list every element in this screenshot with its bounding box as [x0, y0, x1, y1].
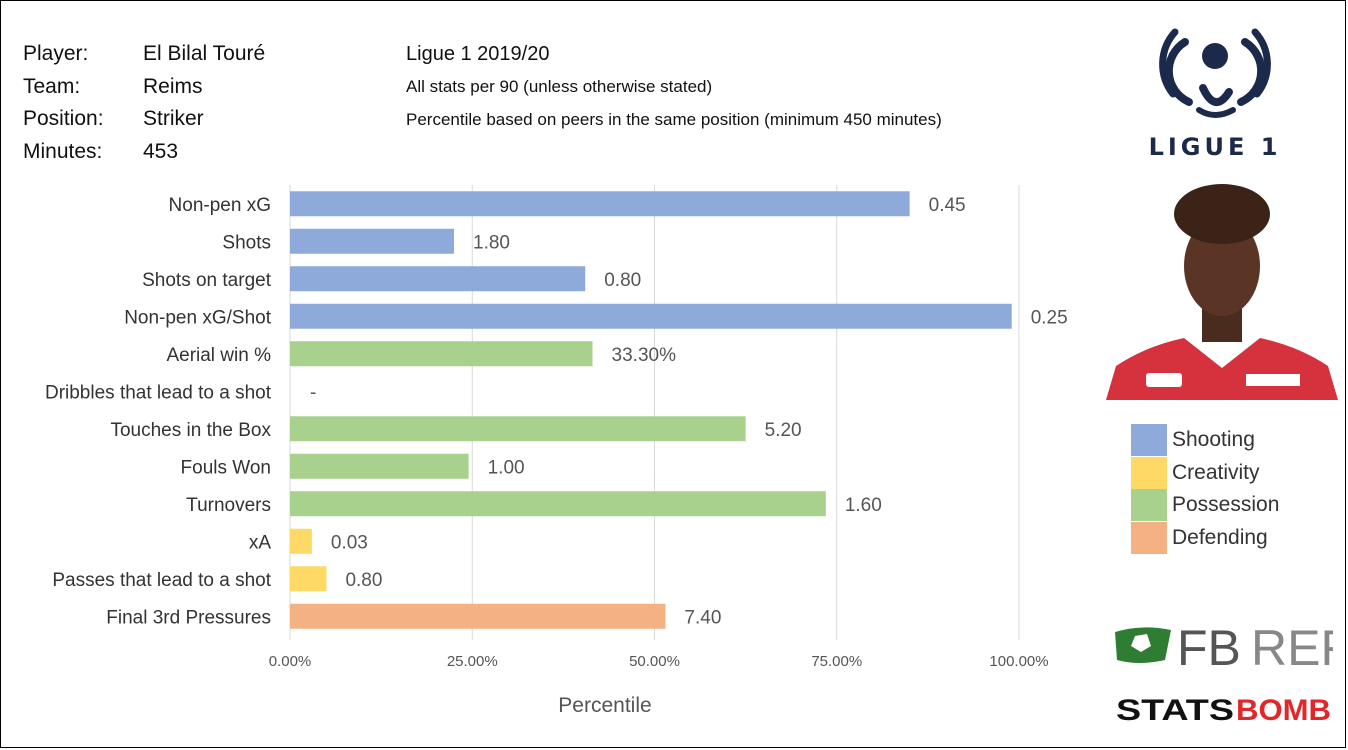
statsbomb-stats-text: STATS — [1116, 694, 1234, 724]
category-label: Shots — [222, 232, 271, 253]
fbref-ref-text: REF — [1251, 620, 1333, 670]
bar — [290, 491, 826, 517]
value-label: 0.45 — [929, 195, 966, 216]
gridlines — [289, 185, 1020, 640]
player-info: Player: El Bilal Touré Team: Reims Positio… — [23, 38, 265, 168]
category-label: Aerial win % — [166, 345, 271, 366]
ligue1-ball-icon — [1202, 43, 1228, 69]
info-key: Player: — [23, 42, 89, 65]
value-label: 0.80 — [345, 570, 382, 591]
x-tick-label: 50.00% — [629, 653, 680, 670]
bar — [290, 341, 593, 367]
stats-note: All stats per 90 (unless otherwise state… — [406, 77, 713, 96]
category-label: xA — [249, 532, 272, 553]
value-label: 1.60 — [845, 495, 882, 516]
ligue1-logo: LIGUE 1 — [1149, 28, 1282, 160]
legend-item-defending: Defending — [1131, 521, 1279, 555]
legend-item-creativity: Creativity — [1131, 456, 1279, 490]
category-label: Turnovers — [186, 495, 271, 516]
info-key: Minutes: — [23, 139, 103, 163]
category-label: Non-pen xG/Shot — [124, 307, 272, 328]
legend-swatch-defending — [1131, 521, 1167, 554]
x-tick-label: 0.00% — [269, 653, 312, 670]
value-label: 7.40 — [684, 607, 721, 628]
chart-meta: Ligue 1 2019/20 All stats per 90 (unless… — [406, 38, 942, 136]
percentile-note: Percentile based on peers in the same po… — [406, 110, 942, 129]
player-hair — [1174, 184, 1270, 244]
ligue1-text: LIGUE 1 — [1149, 133, 1282, 160]
minutes-value: 453 — [143, 139, 179, 163]
value-label: 33.30% — [612, 345, 677, 366]
bar — [290, 416, 746, 442]
category-label: Touches in the Box — [110, 420, 271, 441]
info-key: Team: — [23, 74, 81, 98]
bar — [290, 303, 1012, 329]
position-value: Striker — [143, 107, 204, 130]
x-tick-labels: 0.00% 25.00% 50.00% 75.00% 100.00% — [269, 653, 1049, 670]
legend-label: Possession — [1172, 493, 1280, 517]
category-label: Fouls Won — [181, 457, 271, 478]
info-key: Position: — [23, 107, 104, 130]
x-axis-title: Percentile — [558, 694, 651, 717]
legend-item-possession: Possession — [1131, 489, 1279, 522]
statsbomb-logo: STATS BOMB — [1116, 694, 1331, 724]
category-label: Passes that lead to a shot — [52, 570, 271, 591]
category-labels: Non-pen xG Shots Shots on target Non-pen xG… — [45, 195, 272, 629]
legend-item-shooting: Shooting — [1131, 424, 1279, 457]
bars — [290, 191, 1012, 629]
category-label: Final 3rd Pressures — [106, 607, 271, 628]
player-photo — [1106, 184, 1338, 400]
bar — [290, 603, 666, 629]
value-label: 5.20 — [765, 420, 802, 441]
statsbomb-bomb-text: BOMB — [1236, 694, 1331, 724]
x-tick-label: 75.00% — [811, 653, 862, 670]
player-name: El Bilal Touré — [143, 42, 266, 65]
bar — [290, 191, 910, 217]
info-row-team: Team: Reims — [23, 71, 265, 104]
category-label: Non-pen xG — [169, 195, 271, 216]
fbref-fb-text: FB — [1177, 620, 1241, 670]
season-title: Ligue 1 2019/20 — [406, 43, 550, 65]
category-label: Dribbles that lead to a shot — [45, 382, 272, 403]
legend-swatch-shooting — [1131, 424, 1167, 457]
value-label: 0.03 — [331, 532, 368, 553]
bar — [290, 228, 455, 254]
legend-label: Defending — [1172, 525, 1268, 549]
fbref-logo: FB REF — [1115, 620, 1333, 670]
legend: Shooting Creativity Possession Defending — [1131, 424, 1279, 554]
x-tick-label: 25.00% — [447, 653, 498, 670]
value-label: - — [310, 382, 316, 403]
legend-label: Creativity — [1172, 460, 1260, 484]
value-label: 1.00 — [488, 457, 525, 478]
value-label: 1.80 — [473, 232, 510, 253]
bar — [290, 453, 469, 479]
legend-swatch-creativity — [1131, 456, 1167, 489]
value-labels: 0.45 1.80 0.80 0.25 33.30% - 5.20 1.00 1.60 0.03 0… — [310, 195, 1068, 629]
bar — [290, 566, 327, 592]
info-row-player: Player: El Bilal Touré — [23, 38, 265, 71]
legend-swatch-possession — [1131, 489, 1167, 522]
legend-label: Shooting — [1172, 428, 1255, 452]
team-name: Reims — [143, 74, 203, 98]
value-label: 0.25 — [1031, 307, 1068, 328]
info-row-minutes: Minutes: 453 — [23, 136, 265, 169]
value-label: 0.80 — [604, 270, 641, 291]
x-tick-label: 100.00% — [989, 653, 1048, 670]
category-label: Shots on target — [142, 270, 272, 291]
info-row-position: Position: Striker — [23, 103, 265, 136]
bar — [290, 266, 586, 292]
bar — [290, 528, 312, 554]
